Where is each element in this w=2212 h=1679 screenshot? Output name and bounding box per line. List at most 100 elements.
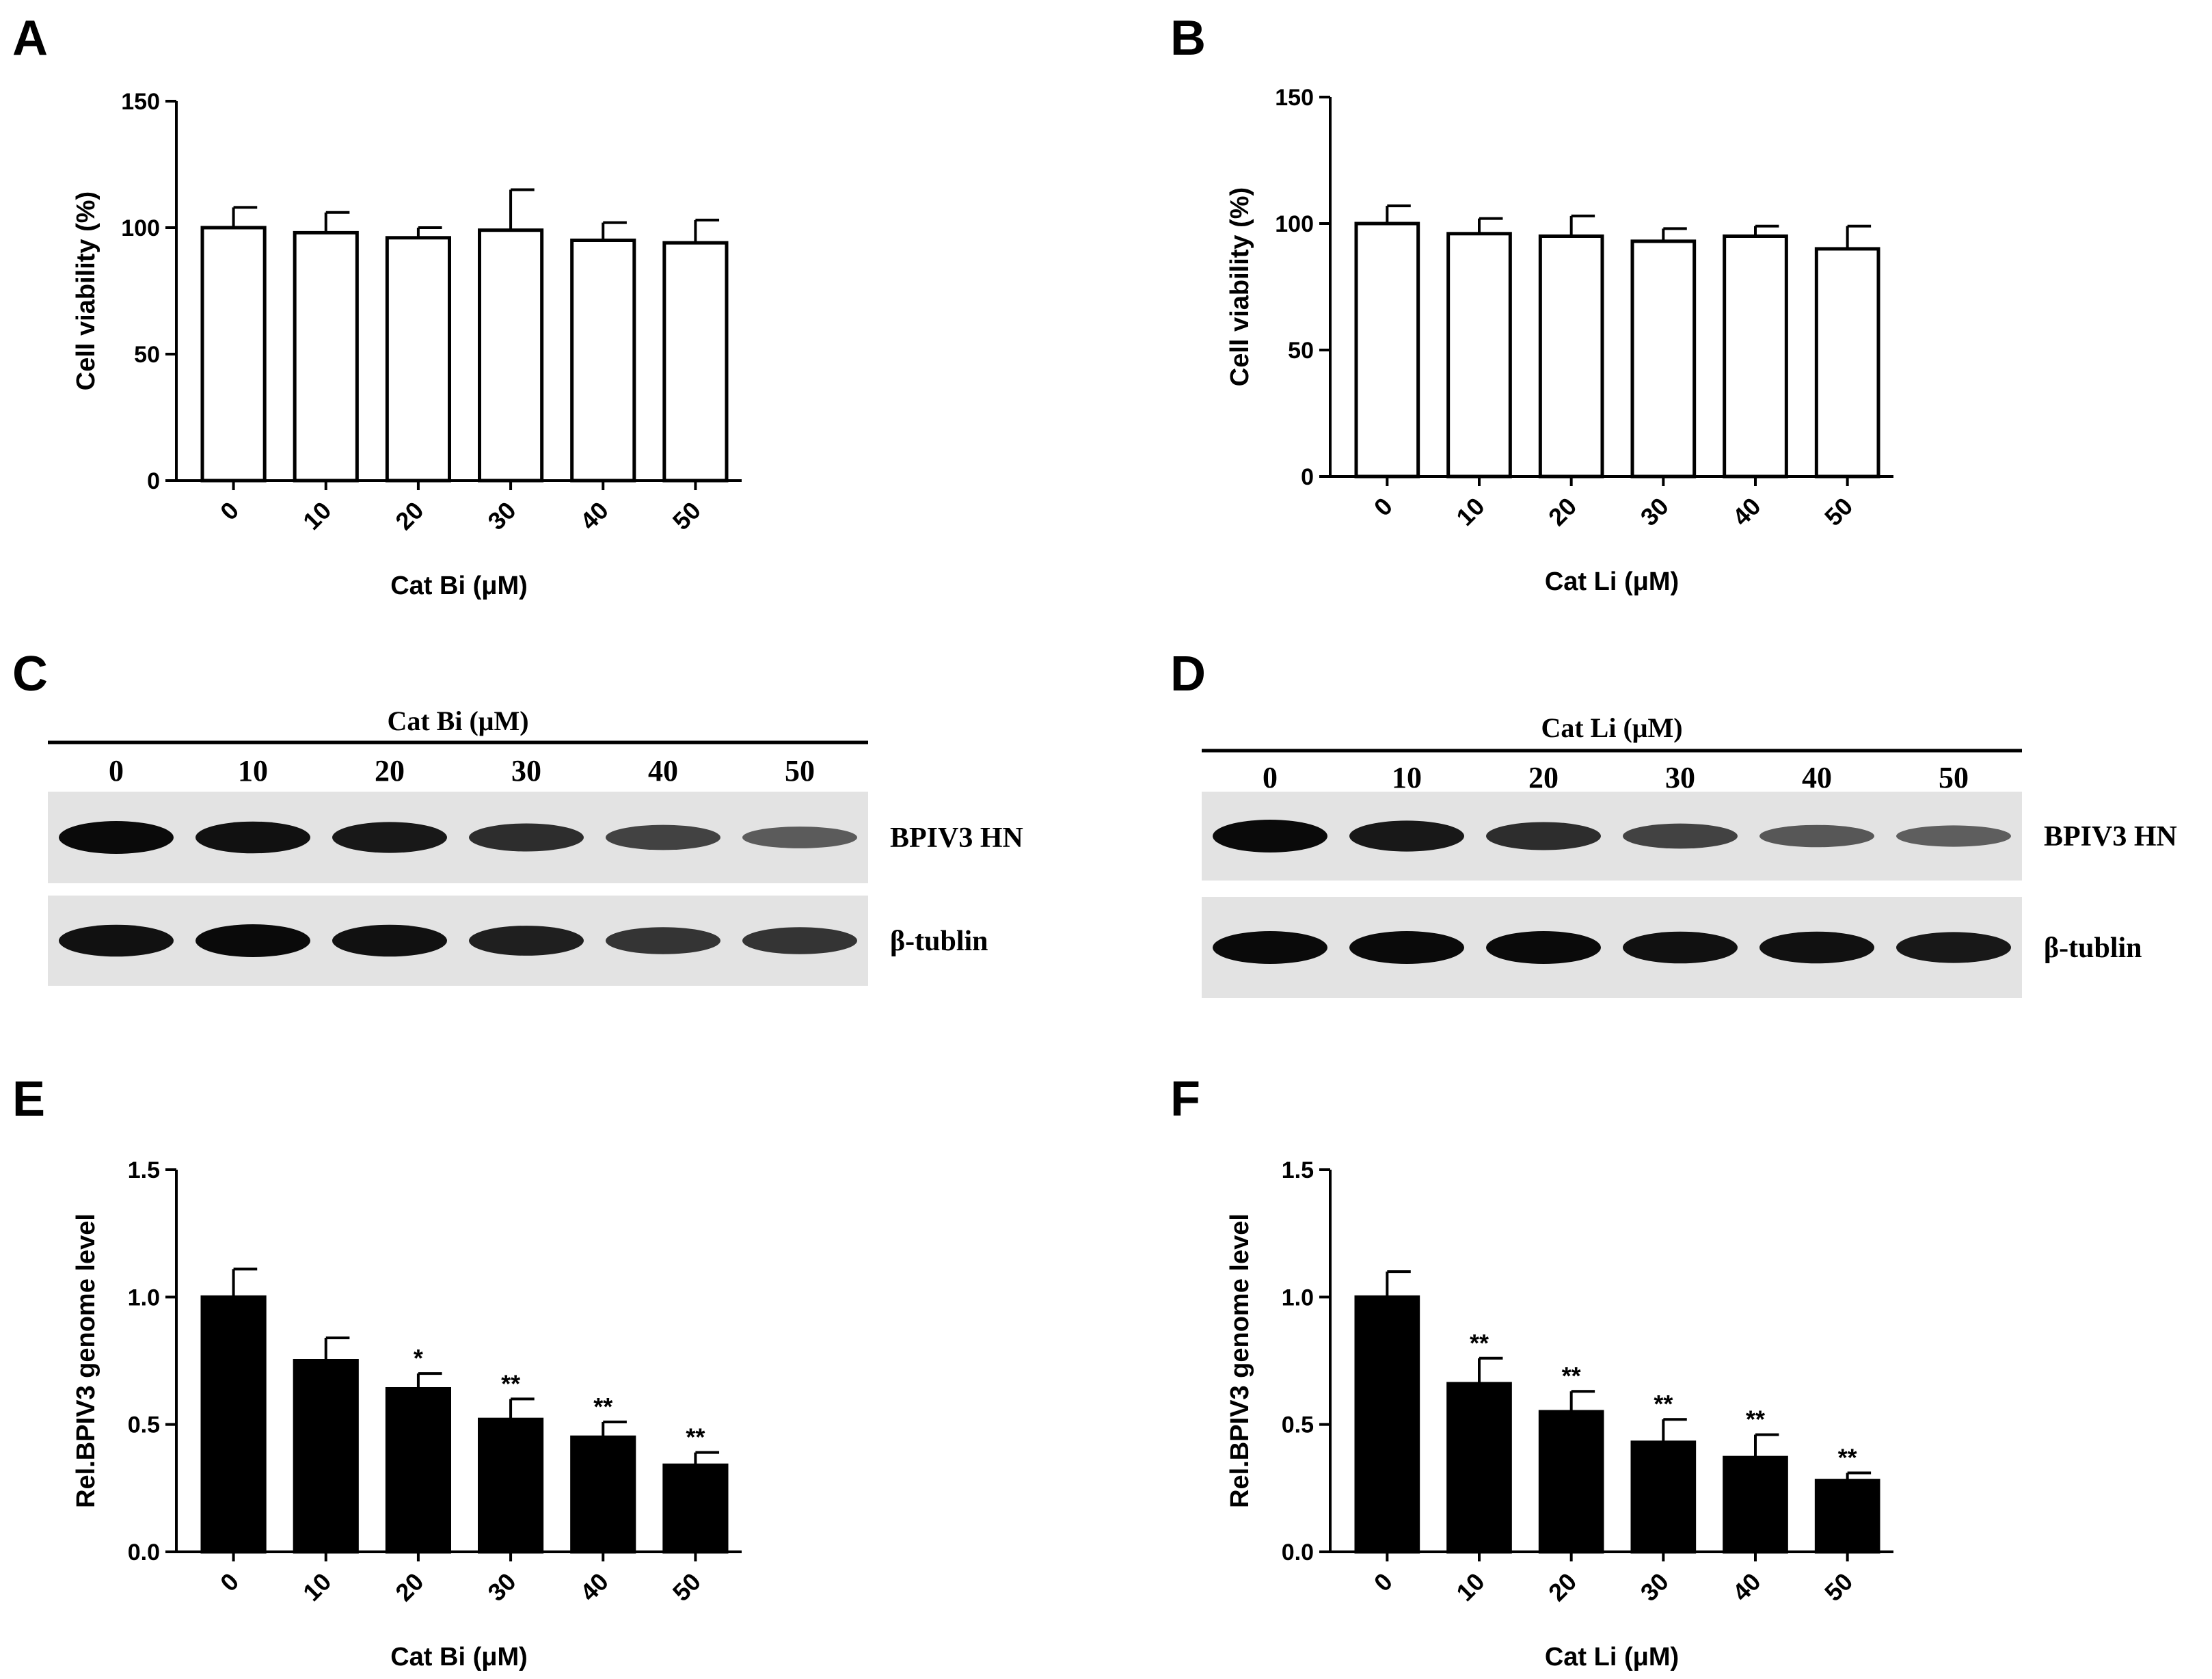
- blot-d-band: [1349, 820, 1464, 852]
- chart-a-y-tick-label: 100: [121, 215, 160, 241]
- chart-panel-f: 0.0 0.5 1.0 1.5 0 10 ** 20 ** 30 ** 40 ** 50 ** Rel.BPI…: [1226, 1157, 1893, 1671]
- chart-b-bar: [1630, 239, 1697, 479]
- chart-b-y-tick-label: 150: [1275, 85, 1314, 111]
- blot-c-row-label: β-tublin: [890, 926, 988, 957]
- chart-a-x-tick-label: 50: [667, 496, 706, 535]
- chart-panel-e: 0.0 0.5 1.0 1.5 0 10 20 * 30 ** 40 ** 50 ** Rel.BPIV3 …: [72, 1157, 742, 1671]
- chart-f-x-tick-label: 20: [1543, 1568, 1582, 1607]
- chart-f-x-tick-label: 0: [1368, 1568, 1398, 1597]
- chart-f-y-tick-label: 0.5: [1282, 1412, 1314, 1438]
- blot-c-band: [59, 924, 174, 957]
- blot-d-band: [1486, 931, 1601, 964]
- chart-b-x-tick-label: 0: [1368, 492, 1398, 522]
- chart-e-significance-label: **: [501, 1369, 520, 1397]
- blot-c-lane-label: 10: [238, 754, 268, 788]
- chart-e-bar: [293, 1359, 359, 1554]
- chart-f-x-tick-label: 40: [1727, 1568, 1766, 1607]
- chart-a-bar: [570, 239, 636, 483]
- chart-b-x-tick-label: 50: [1819, 492, 1858, 531]
- panel-letter-a: A: [12, 11, 48, 66]
- chart-f-bar: [1446, 1382, 1512, 1554]
- blot-c-band: [332, 924, 447, 957]
- chart-b-x-axis-title: Cat Li (μM): [1545, 567, 1679, 596]
- chart-e-significance-label: *: [414, 1344, 423, 1372]
- chart-a-y-tick-label: 50: [134, 342, 160, 368]
- chart-a-x-tick-label: 0: [215, 496, 244, 526]
- chart-panel-a: 0 50 100 150 0 10 20 30 40 50 Cell viability (%) Ca…: [72, 89, 742, 600]
- blot-d-band: [1896, 825, 2011, 847]
- western-blot-panel-c: Cat Bi (μM) 0 10 20 30 40 50 BPIV3 HN β-tublin: [48, 706, 1023, 986]
- blot-d-membrane: [1202, 897, 2022, 998]
- chart-b-y-tick-label: 100: [1275, 211, 1314, 237]
- blot-c-membrane: [48, 896, 868, 986]
- blot-c-lane-label: 0: [109, 754, 124, 788]
- chart-b-x-tick-label: 30: [1635, 492, 1674, 531]
- chart-b-x-tick-label: 10: [1451, 492, 1489, 531]
- blot-d-lane-label: 20: [1528, 761, 1559, 794]
- chart-e-x-tick-label: 50: [667, 1568, 706, 1607]
- chart-b-bar: [1723, 234, 1788, 479]
- panel-letter-d: D: [1170, 647, 1206, 701]
- chart-f-x-tick-label: 30: [1635, 1568, 1674, 1607]
- blot-d-lane-label: 0: [1263, 761, 1278, 794]
- chart-b-bar: [1354, 221, 1420, 479]
- chart-a-bar: [293, 230, 359, 483]
- chart-e-bar: [200, 1295, 267, 1554]
- blot-d-header: Cat Li (μM): [1541, 712, 1682, 743]
- panel-letter-f: F: [1170, 1072, 1200, 1127]
- blot-d-band: [1623, 823, 1738, 849]
- chart-e-x-tick-label: 40: [575, 1568, 614, 1607]
- chart-a-y-tick-label: 0: [147, 468, 160, 494]
- blot-d-lane-label: 40: [1802, 761, 1832, 794]
- chart-e-y-tick-label: 1.0: [128, 1285, 160, 1311]
- blot-c-lane-label: 50: [785, 754, 815, 788]
- blot-d-band: [1759, 824, 1874, 848]
- blot-c-band: [195, 821, 310, 854]
- blot-c-band: [606, 927, 720, 954]
- chart-f-significance-label: **: [1562, 1362, 1581, 1390]
- chart-a-bar: [662, 241, 729, 483]
- chart-e-x-tick-label: 30: [482, 1568, 521, 1607]
- chart-f-x-axis-title: Cat Li (μM): [1545, 1643, 1679, 1671]
- chart-a-bar: [478, 228, 544, 483]
- blot-d-band: [1213, 931, 1327, 964]
- blot-d-band: [1759, 931, 1874, 964]
- chart-e-y-tick-label: 0.5: [128, 1412, 160, 1438]
- chart-e-bar: [570, 1435, 636, 1554]
- blot-d-membrane: [1202, 792, 2022, 881]
- chart-e-x-axis-title: Cat Bi (μM): [390, 1643, 528, 1671]
- blot-c-membrane: [48, 792, 868, 883]
- chart-f-y-tick-label: 1.5: [1282, 1157, 1314, 1183]
- chart-e-bar: [662, 1463, 729, 1554]
- chart-b-bar: [1814, 247, 1880, 479]
- blot-c-band: [469, 823, 584, 852]
- blot-d-band: [1349, 931, 1464, 964]
- blot-d-band: [1213, 820, 1327, 852]
- chart-e-bar: [385, 1386, 451, 1554]
- chart-f-bar: [1630, 1440, 1697, 1554]
- blot-c-header: Cat Bi (μM): [387, 706, 528, 736]
- chart-f-x-tick-label: 50: [1819, 1568, 1858, 1607]
- chart-f-significance-label: **: [1838, 1443, 1857, 1471]
- blot-d-lane-label: 30: [1665, 761, 1695, 794]
- chart-f-significance-label: **: [1746, 1406, 1765, 1434]
- chart-a-y-tick-label: 150: [121, 89, 160, 115]
- chart-f-bar: [1723, 1455, 1788, 1554]
- chart-e-y-tick-label: 1.5: [128, 1157, 160, 1183]
- blot-d-row-label: β-tublin: [2044, 932, 2142, 964]
- blot-d-lane-label: 50: [1939, 761, 1969, 794]
- chart-a-bar: [200, 226, 267, 483]
- panel-letter-e: E: [12, 1072, 45, 1127]
- chart-e-x-tick-label: 0: [215, 1568, 244, 1597]
- chart-e-y-tick-label: 0.0: [128, 1540, 160, 1566]
- chart-a-x-axis-title: Cat Bi (μM): [390, 572, 528, 600]
- blot-c-lane-label: 40: [648, 754, 678, 788]
- chart-f-y-tick-label: 1.0: [1282, 1285, 1314, 1311]
- chart-e-significance-label: **: [593, 1393, 612, 1421]
- chart-a-y-axis-title: Cell viability (%): [72, 191, 100, 390]
- chart-e-x-tick-label: 20: [390, 1568, 429, 1607]
- blot-c-band: [332, 822, 447, 853]
- chart-f-significance-label: **: [1654, 1390, 1673, 1418]
- blot-d-row-label: BPIV3 HN: [2044, 821, 2177, 852]
